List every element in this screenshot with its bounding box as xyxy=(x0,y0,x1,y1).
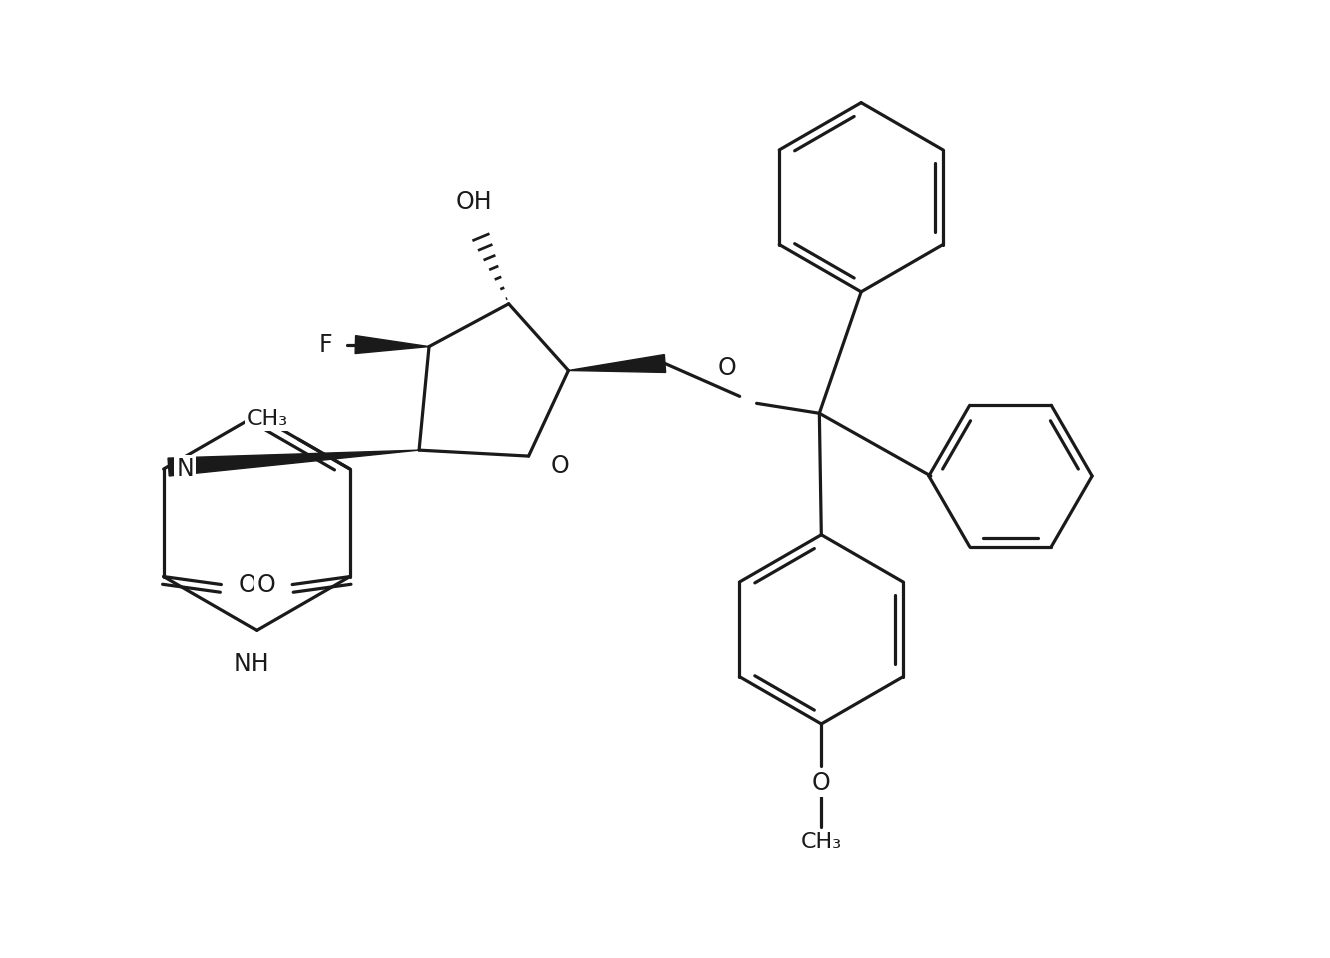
Text: O: O xyxy=(238,573,257,597)
Polygon shape xyxy=(168,450,419,476)
Text: O: O xyxy=(257,573,275,597)
Text: NH: NH xyxy=(234,652,270,676)
Text: CH₃: CH₃ xyxy=(801,833,842,853)
Text: CH₃: CH₃ xyxy=(247,409,289,429)
Text: O: O xyxy=(551,454,569,478)
Text: O: O xyxy=(811,771,831,795)
Text: F: F xyxy=(319,332,332,356)
Polygon shape xyxy=(355,335,430,354)
Polygon shape xyxy=(568,354,665,373)
Text: OH: OH xyxy=(455,190,492,215)
Text: N: N xyxy=(177,457,194,481)
Text: O: O xyxy=(717,356,735,380)
